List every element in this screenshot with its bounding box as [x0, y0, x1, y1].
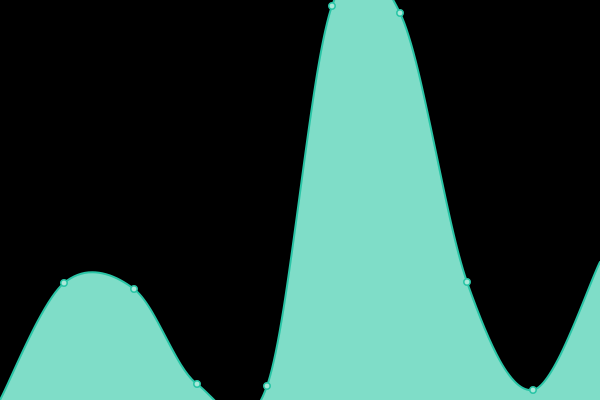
data-point-marker[interactable]	[262, 381, 271, 390]
data-point-marker[interactable]	[528, 385, 537, 394]
data-point-marker[interactable]	[395, 9, 404, 18]
data-point-marker[interactable]	[193, 379, 202, 388]
data-point-marker[interactable]	[462, 277, 471, 286]
data-point-marker[interactable]	[327, 1, 336, 11]
data-point-markers	[59, 1, 537, 394]
data-point-marker[interactable]	[130, 284, 139, 293]
data-point-marker[interactable]	[59, 278, 68, 287]
